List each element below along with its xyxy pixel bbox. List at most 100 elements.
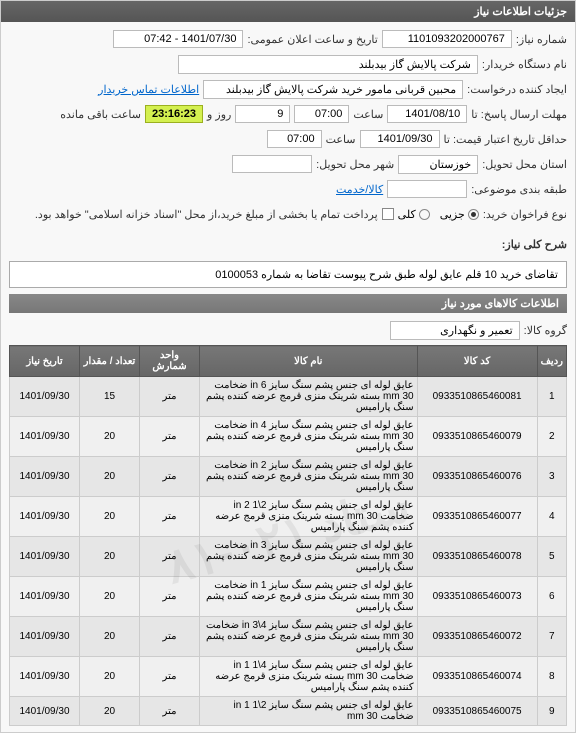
cell-r: 6 <box>537 577 566 617</box>
cell-r: 7 <box>537 617 566 657</box>
cell-code: 0933510865460081 <box>417 377 537 417</box>
cell-date: 1401/09/30 <box>10 497 80 537</box>
cell-qty: 20 <box>80 657 140 697</box>
link-kala-khedmat[interactable]: کالا/خدمت <box>336 183 383 196</box>
cell-r: 4 <box>537 497 566 537</box>
cell-date: 1401/09/30 <box>10 417 80 457</box>
cell-name: عایق لوله ای جنس پشم سنگ سایز 2\1 1 in ض… <box>200 697 418 726</box>
cell-unit: متر <box>140 657 200 697</box>
cell-code: 0933510865460076 <box>417 457 537 497</box>
link-etelaat-tamas[interactable]: اطلاعات تماس خریدار <box>98 83 199 96</box>
cell-date: 1401/09/30 <box>10 457 80 497</box>
label-sharh: شرح کلی نیاز: <box>502 238 567 251</box>
cell-name: عایق لوله ای جنس پشم سنگ سایز 4 in ضخامت… <box>200 417 418 457</box>
label-ijad: ایجاد کننده درخواست: <box>467 83 567 96</box>
cell-unit: متر <box>140 457 200 497</box>
th-name: نام کالا <box>200 346 418 377</box>
label-saat2: ساعت <box>326 133 356 146</box>
label-shahr: شهر محل تحویل: <box>316 158 394 171</box>
table-row: 90933510865460075عایق لوله ای جنس پشم سن… <box>10 697 567 726</box>
cell-name: عایق لوله ای جنس پشم سنگ سایز 4\1 1 in ض… <box>200 657 418 697</box>
value-etebar-date: 1401/09/30 <box>360 130 440 148</box>
label-dastgah: نام دستگاه خریدار: <box>482 58 567 71</box>
value-mohlat-date: 1401/08/10 <box>387 105 467 123</box>
cell-qty: 20 <box>80 697 140 726</box>
th-unit: واحد شمارش <box>140 346 200 377</box>
label-saat-baghi: ساعت باقی مانده <box>60 108 141 121</box>
cell-unit: متر <box>140 417 200 457</box>
value-ijad: محبین قربانی مامور خرید شرکت پالایش گاز … <box>203 80 463 99</box>
sharh-text: تقاضای خرید 10 قلم عایق لوله طبق شرح پیو… <box>9 261 567 288</box>
label-noe-farakhani: نوع فراخوان خرید: <box>483 208 567 221</box>
value-ostan: خوزستان <box>398 155 478 174</box>
value-countdown: 23:16:23 <box>145 105 203 123</box>
cell-date: 1401/09/30 <box>10 577 80 617</box>
cell-date: 1401/09/30 <box>10 377 80 417</box>
cell-r: 9 <box>537 697 566 726</box>
panel-title: جزئیات اطلاعات نیاز <box>1 1 575 22</box>
cell-code: 0933510865460072 <box>417 617 537 657</box>
kala-header: اطلاعات کالاهای مورد نیاز <box>9 294 567 313</box>
table-row: 40933510865460077عایق لوله ای جنس پشم سن… <box>10 497 567 537</box>
cell-r: 8 <box>537 657 566 697</box>
checkbox-pardakht[interactable] <box>382 208 394 220</box>
radio-dot-icon <box>468 209 479 220</box>
table-row: 60933510865460073عایق لوله ای جنس پشم سن… <box>10 577 567 617</box>
value-dastgah: شرکت پالایش گاز بیدبلند <box>178 55 478 74</box>
cell-name: عایق لوله ای جنس پشم سنگ سایز 4\3 in ضخا… <box>200 617 418 657</box>
cell-code: 0933510865460075 <box>417 697 537 726</box>
radio-kolly-label: کلی <box>398 208 416 221</box>
table-row: 80933510865460074عایق لوله ای جنس پشم سن… <box>10 657 567 697</box>
cell-unit: متر <box>140 377 200 417</box>
table-row: 20933510865460079عایق لوله ای جنس پشم سن… <box>10 417 567 457</box>
label-etebar: حداقل تاریخ اعتبار قیمت: تا <box>444 133 567 146</box>
cell-qty: 20 <box>80 417 140 457</box>
value-saat-elan: 1401/07/30 - 07:42 <box>113 30 243 48</box>
radio-joziy[interactable]: جزیی <box>440 208 479 221</box>
cell-qty: 20 <box>80 497 140 537</box>
radio-kolly[interactable]: کلی <box>398 208 430 221</box>
cell-code: 0933510865460079 <box>417 417 537 457</box>
value-tabaghe <box>387 180 467 198</box>
cell-code: 0933510865460077 <box>417 497 537 537</box>
value-mohlat-saat: 07:00 <box>294 105 349 123</box>
cell-qty: 20 <box>80 457 140 497</box>
value-shahr <box>232 155 312 173</box>
value-shomare-niaz: 1101093202000767 <box>382 30 512 48</box>
cell-name: عایق لوله ای جنس پشم سنگ سایز 6 in ضخامت… <box>200 377 418 417</box>
cell-name: عایق لوله ای جنس پشم سنگ سایز 2\1 2 in ض… <box>200 497 418 537</box>
cell-qty: 20 <box>80 617 140 657</box>
cell-date: 1401/09/30 <box>10 617 80 657</box>
label-shomare-niaz: شماره نیاز: <box>516 33 567 46</box>
cell-code: 0933510865460073 <box>417 577 537 617</box>
cell-code: 0933510865460074 <box>417 657 537 697</box>
table-row: 70933510865460072عایق لوله ای جنس پشم سن… <box>10 617 567 657</box>
cell-unit: متر <box>140 577 200 617</box>
label-saat-elan: تاریخ و ساعت اعلان عمومی: <box>247 33 377 46</box>
th-qty: تعداد / مقدار <box>80 346 140 377</box>
cell-r: 3 <box>537 457 566 497</box>
label-ostan: استان محل تحویل: <box>482 158 567 171</box>
th-radif: ردیف <box>537 346 566 377</box>
value-group: تعمیر و نگهداری <box>390 321 520 340</box>
cell-name: عایق لوله ای جنس پشم سنگ سایز 1 in ضخامت… <box>200 577 418 617</box>
cell-qty: 20 <box>80 577 140 617</box>
table-row: 30933510865460076عایق لوله ای جنس پشم سن… <box>10 457 567 497</box>
label-pardakht: پرداخت تمام یا بخشی از مبلغ خرید،از محل … <box>35 208 378 221</box>
label-group: گروه کالا: <box>524 324 567 337</box>
radio-noe-farakhani: جزیی کلی <box>398 208 479 221</box>
radio-joziy-label: جزیی <box>440 208 465 221</box>
cell-date: 1401/09/30 <box>10 657 80 697</box>
cell-r: 1 <box>537 377 566 417</box>
label-saat1: ساعت <box>353 108 383 121</box>
cell-r: 2 <box>537 417 566 457</box>
label-rooz-va: روز و <box>207 108 231 121</box>
cell-qty: 15 <box>80 377 140 417</box>
th-date: تاریخ نیاز <box>10 346 80 377</box>
cell-unit: متر <box>140 497 200 537</box>
items-table: ردیف کد کالا نام کالا واحد شمارش تعداد /… <box>9 345 567 726</box>
cell-date: 1401/09/30 <box>10 697 80 726</box>
th-code: کد کالا <box>417 346 537 377</box>
value-etebar-saat: 07:00 <box>267 130 322 148</box>
cell-name: عایق لوله ای جنس پشم سنگ سایز 2 in ضخامت… <box>200 457 418 497</box>
